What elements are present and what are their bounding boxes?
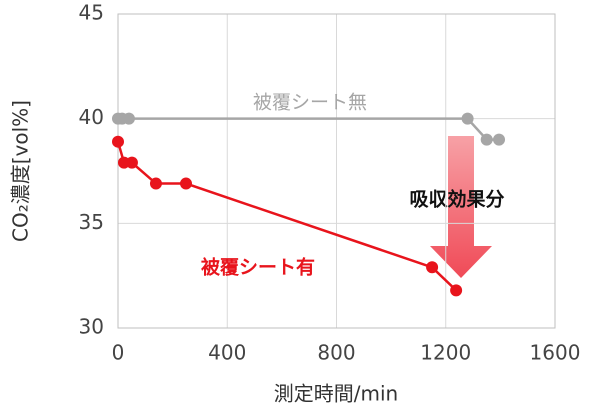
data-point: [122, 112, 135, 125]
series-line: [118, 117, 500, 141]
x-tick-label: 800: [317, 341, 355, 365]
plot-frame: [117, 13, 556, 329]
annotation: 吸収効果分: [409, 188, 504, 211]
x-tick-label: 0: [112, 341, 125, 365]
x-axis-label: 測定時間/min: [274, 382, 398, 406]
x-tick-label: 1600: [530, 341, 581, 365]
data-point: [180, 177, 193, 190]
x-tick-label: 400: [208, 341, 246, 365]
data-point: [149, 177, 162, 190]
data-point: [125, 156, 138, 169]
y-tick-label: 40: [79, 105, 104, 129]
y-tick-label: 30: [79, 315, 104, 339]
x-tick-label: 1200: [420, 341, 471, 365]
data-point: [461, 112, 474, 125]
series-label: 被覆シート有: [201, 256, 315, 279]
data-point: [480, 133, 493, 146]
data-point: [426, 261, 439, 274]
y-tick-label: 45: [79, 1, 104, 25]
y-tick-label: 35: [79, 210, 104, 234]
series-label: 被覆シート無: [253, 92, 367, 114]
data-point: [493, 133, 506, 146]
y-axis-label: CO₂濃度[vol%]: [9, 100, 33, 242]
data-point: [450, 284, 463, 297]
data-point: [112, 135, 124, 148]
effect-arrow: [430, 136, 492, 278]
